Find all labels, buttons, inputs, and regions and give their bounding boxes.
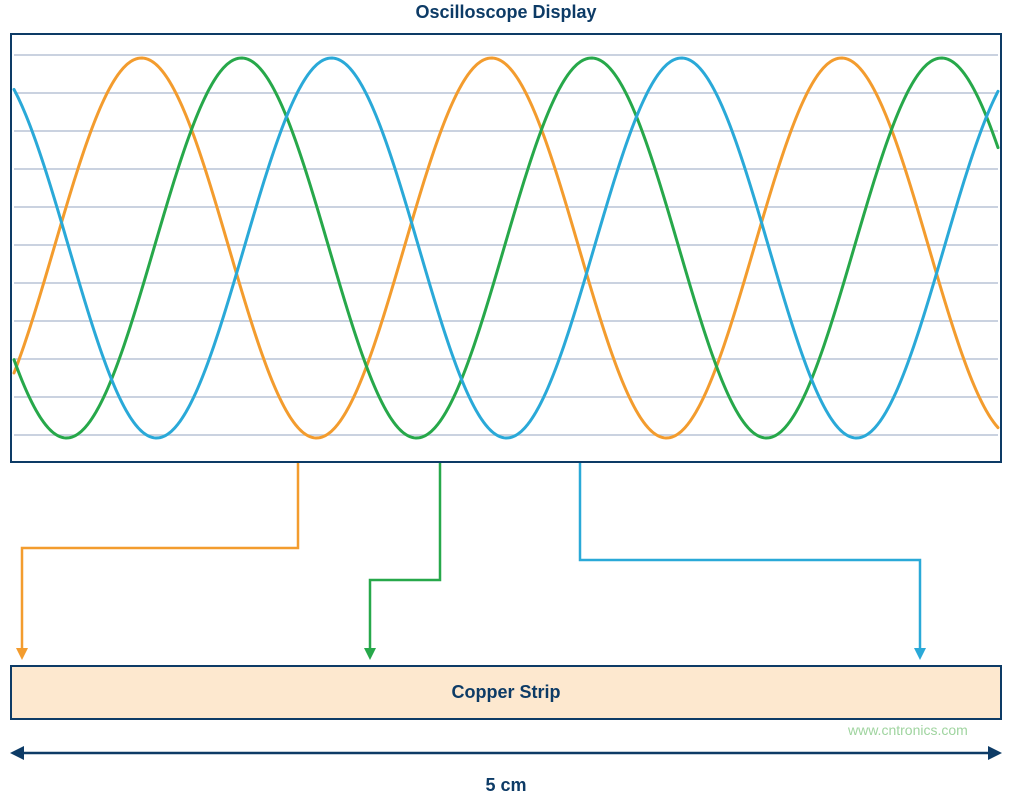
watermark-text: www.cntronics.com [848,722,968,738]
dimension-svg [0,0,1012,807]
dimension-arrow-right-icon [988,746,1002,760]
dimension-arrow-left-icon [10,746,24,760]
dimension-label: 5 cm [0,775,1012,796]
diagram-canvas: Oscilloscope Display Copper Strip 5 cm w… [0,0,1012,807]
